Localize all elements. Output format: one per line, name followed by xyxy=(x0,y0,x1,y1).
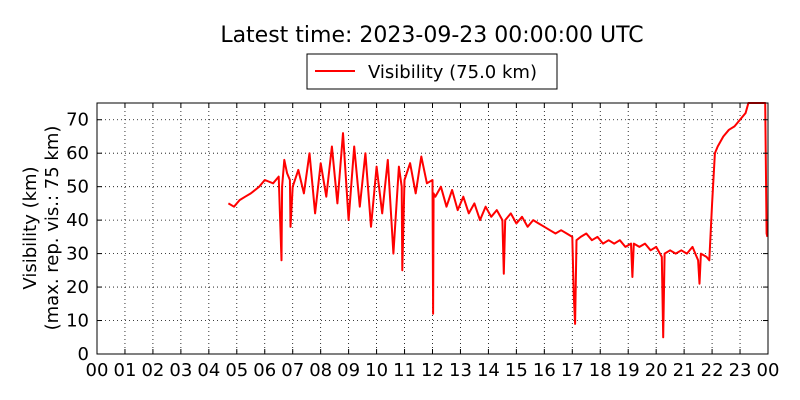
x-tick-label: 22 xyxy=(701,360,724,381)
x-tick-label: 16 xyxy=(533,360,556,381)
plot-area xyxy=(227,102,769,339)
x-tick-label: 07 xyxy=(281,360,304,381)
y-tick-label: 70 xyxy=(66,110,89,131)
x-tick-label: 02 xyxy=(141,360,164,381)
x-tick-label: 15 xyxy=(505,360,528,381)
x-tick-label: 17 xyxy=(561,360,584,381)
y-axis-label: Visibility (km) xyxy=(20,166,41,289)
x-tick-label: 11 xyxy=(393,360,416,381)
legend: Visibility (75.0 km) xyxy=(306,53,558,90)
x-tick-label: 19 xyxy=(617,360,640,381)
x-tick-label: 13 xyxy=(449,360,472,381)
x-tick-label: 20 xyxy=(645,360,668,381)
x-tick-label: 00 xyxy=(86,360,109,381)
series-line-visibility xyxy=(227,102,769,339)
x-tick-label: 01 xyxy=(114,360,137,381)
x-tick-label: 09 xyxy=(337,360,360,381)
y-tick-label: 50 xyxy=(66,177,89,198)
y-tick-label: 60 xyxy=(66,143,89,164)
x-tick-label: 12 xyxy=(421,360,444,381)
x-tick-label: 05 xyxy=(225,360,248,381)
y-tick-label: 30 xyxy=(66,244,89,265)
x-tick-label: 04 xyxy=(197,360,220,381)
y-tick-label: 0 xyxy=(78,344,89,365)
x-tick-label: 10 xyxy=(365,360,388,381)
x-tick-label: 21 xyxy=(673,360,696,381)
x-tick-label: 03 xyxy=(169,360,192,381)
y-tick-label: 10 xyxy=(66,311,89,332)
legend-label: Visibility (75.0 km) xyxy=(368,62,537,83)
chart-title: Latest time: 2023-09-23 00:00:00 UTC xyxy=(220,23,643,48)
x-tick-label: 00 xyxy=(757,360,780,381)
x-tick-label: 23 xyxy=(729,360,752,381)
y-tick-label: 20 xyxy=(66,277,89,298)
x-tick-label: 18 xyxy=(589,360,612,381)
ticks: 00 01 02 03 04 05 06 07 08 09 10 11 12 13 14 15 16 17 18 19… xyxy=(66,103,779,381)
x-tick-label: 06 xyxy=(253,360,276,381)
y-tick-label: 40 xyxy=(66,210,89,231)
y-axis-label-secondary: (max. rep. vis.: 75 km) xyxy=(42,126,63,331)
x-tick-label: 08 xyxy=(309,360,332,381)
x-tick-label: 14 xyxy=(477,360,500,381)
